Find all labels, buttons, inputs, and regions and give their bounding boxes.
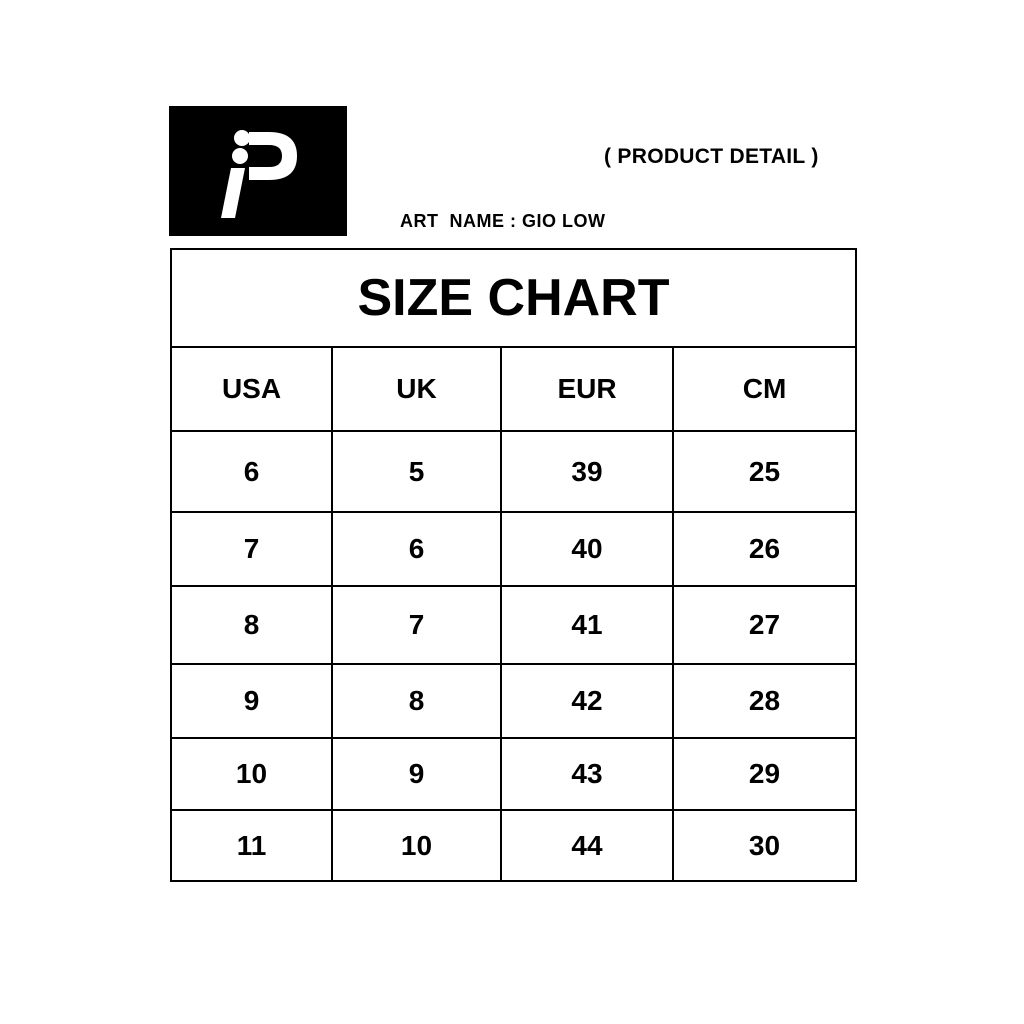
- table-row: 11 10 44 30: [170, 809, 857, 882]
- column-header: CM: [672, 346, 857, 432]
- table-cell: 30: [672, 809, 857, 882]
- table-cell: 42: [500, 663, 674, 739]
- table-cell: 28: [672, 663, 857, 739]
- table-cell: 9: [170, 663, 333, 739]
- art-name-value: GIO LOW: [522, 211, 606, 231]
- table-cell: 27: [672, 585, 857, 665]
- table-cell: 7: [331, 585, 502, 665]
- table-cell: 9: [331, 737, 502, 811]
- table-row: 10 9 43 29: [170, 737, 857, 811]
- art-name-label: ART NAME :: [400, 211, 517, 231]
- column-header: EUR: [500, 346, 674, 432]
- table-cell: 26: [672, 511, 857, 587]
- table-cell: 6: [170, 430, 333, 513]
- table-row: 7 6 40 26: [170, 511, 857, 587]
- table-row: 6 5 39 25: [170, 430, 857, 513]
- brand-logo: [169, 106, 347, 236]
- table-cell: 8: [170, 585, 333, 665]
- table-cell: 8: [331, 663, 502, 739]
- logo-ip-icon: [221, 130, 297, 218]
- table-cell: 5: [331, 430, 502, 513]
- column-header: UK: [331, 346, 502, 432]
- table-cell: 40: [500, 511, 674, 587]
- table-cell: 6: [331, 511, 502, 587]
- table-row: 8 7 41 27: [170, 585, 857, 665]
- table-cell: 7: [170, 511, 333, 587]
- table-row: 9 8 42 28: [170, 663, 857, 739]
- table-cell: 11: [170, 809, 333, 882]
- table-cell: 29: [672, 737, 857, 811]
- table-cell: 44: [500, 809, 674, 882]
- size-chart-title: SIZE CHART: [170, 248, 857, 348]
- art-name: ART NAME : GIO LOW: [400, 211, 606, 232]
- header-row: USA UK EUR CM: [170, 346, 857, 432]
- product-detail-label: ( PRODUCT DETAIL ): [604, 145, 819, 168]
- table-cell: 10: [331, 809, 502, 882]
- table-cell: 43: [500, 737, 674, 811]
- table-cell: 25: [672, 430, 857, 513]
- size-chart-table: SIZE CHART USA UK EUR CM 6 5 39 25 7 6 40 26 8 7 4…: [170, 248, 857, 882]
- table-cell: 41: [500, 585, 674, 665]
- column-header: USA: [170, 346, 333, 432]
- table-cell: 10: [170, 737, 333, 811]
- table-cell: 39: [500, 430, 674, 513]
